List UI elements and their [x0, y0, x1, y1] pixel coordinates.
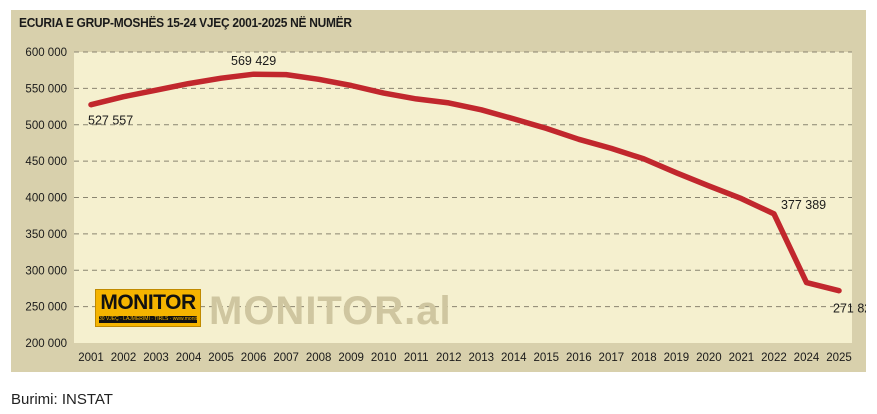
- x-tick-label: 2019: [664, 352, 690, 364]
- y-tick-label: 550 000: [25, 83, 67, 95]
- data-line: [88, 71, 842, 294]
- x-tick-label: 2009: [338, 352, 364, 364]
- y-tick-label: 600 000: [25, 47, 67, 59]
- data-label: 569 429: [231, 54, 276, 68]
- y-tick-label: 300 000: [25, 265, 67, 277]
- x-tick-label: 2014: [501, 352, 527, 364]
- x-tick-label: 2018: [631, 352, 657, 364]
- x-tick-label: 2008: [306, 352, 332, 364]
- chart-figure: ECURIA E GRUP-MOSHËS 15-24 VJEÇ 2001-202…: [11, 10, 866, 372]
- monitor-logo-strip: 30 VJEÇ · LAJMËRIMI · TIRLS · www.monito…: [99, 316, 197, 323]
- x-tick-label: 2012: [436, 352, 462, 364]
- data-label: 271 827: [833, 302, 866, 316]
- x-tick-label: 2002: [111, 352, 137, 364]
- x-tick-label: 2003: [143, 352, 169, 364]
- y-tick-label: 250 000: [25, 302, 67, 314]
- x-tick-label: 2021: [729, 352, 755, 364]
- y-tick-label: 400 000: [25, 193, 67, 205]
- monitor-logo-text: MONITOR: [100, 291, 196, 314]
- x-tick-label: 2016: [566, 352, 592, 364]
- x-tick-label: 2007: [273, 352, 299, 364]
- x-tick-label: 2017: [599, 352, 625, 364]
- x-tick-label: 2013: [468, 352, 494, 364]
- x-tick-label: 2004: [176, 352, 202, 364]
- x-tick-label: 2006: [241, 352, 267, 364]
- x-tick-label: 2024: [794, 352, 820, 364]
- y-tick-label: 200 000: [25, 338, 67, 350]
- monitor-watermark: MONITOR.al: [209, 289, 452, 333]
- line-chart: 600 000 550 000 500 000 450 000 400 000 350 0…: [25, 47, 866, 364]
- x-tick-label: 2005: [208, 352, 234, 364]
- x-tick-label: 2010: [371, 352, 397, 364]
- monitor-logo: MONITOR 30 VJEÇ · LAJMËRIMI · TIRLS · ww…: [95, 289, 201, 327]
- data-label: 527 557: [88, 114, 133, 128]
- x-tick-label: 2015: [534, 352, 560, 364]
- source-note: Burimi: INSTAT: [11, 391, 113, 408]
- x-tick-label: 2022: [761, 352, 787, 364]
- y-tick-label: 450 000: [25, 156, 67, 168]
- y-tick-label: 500 000: [25, 120, 67, 132]
- x-tick-label: 2001: [78, 352, 104, 364]
- chart-title: ECURIA E GRUP-MOSHËS 15-24 VJEÇ 2001-202…: [19, 15, 352, 30]
- x-tick-label: 2011: [404, 352, 429, 364]
- x-tick-label: 2020: [696, 352, 722, 364]
- data-label: 377 389: [781, 198, 826, 212]
- x-tick-label: 2025: [826, 352, 852, 364]
- y-tick-label: 350 000: [25, 229, 67, 241]
